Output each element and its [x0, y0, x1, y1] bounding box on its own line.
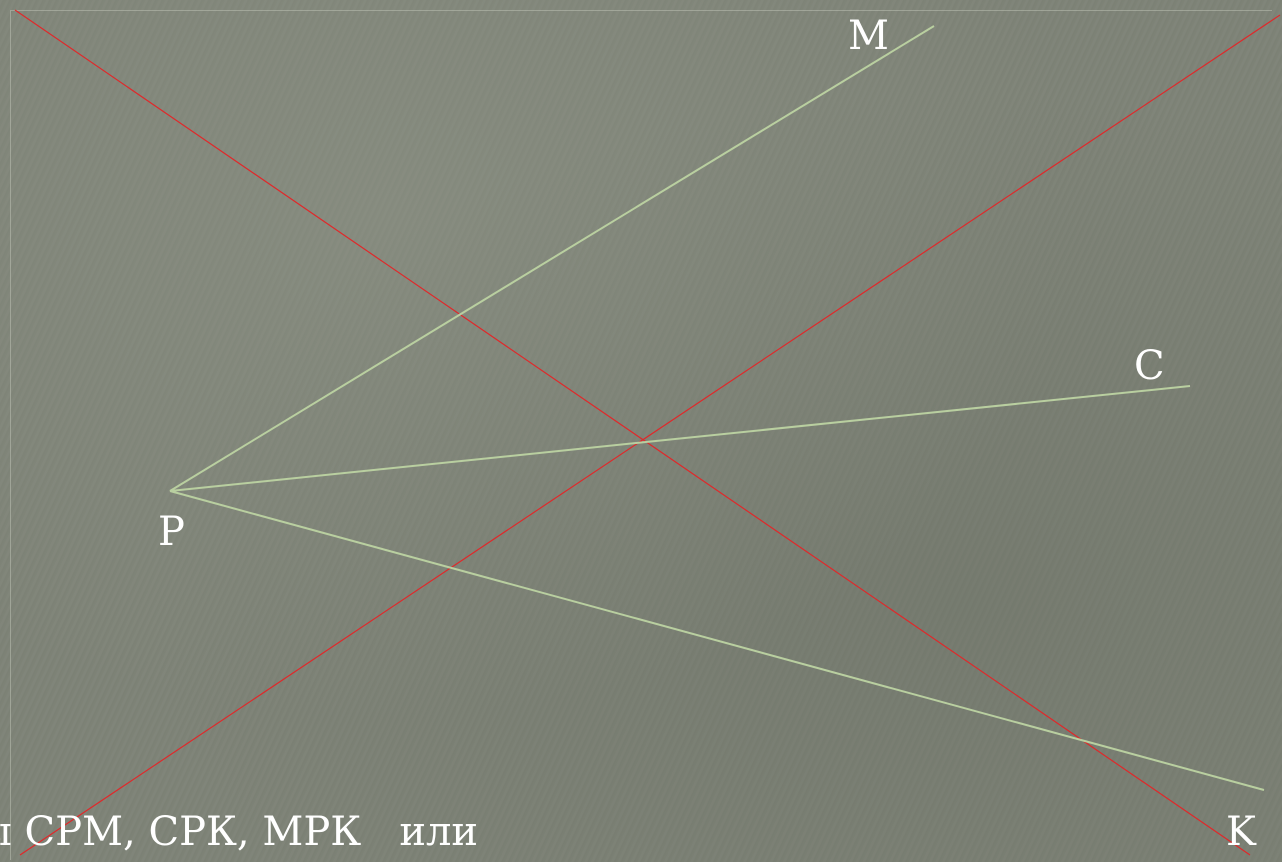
slide-frame	[10, 10, 1272, 860]
ray-pm	[169, 25, 935, 492]
cross-line-descending	[14, 9, 1251, 856]
ray-pk	[169, 490, 1265, 791]
ray-pc	[169, 385, 1191, 492]
point-label-c: C	[1134, 343, 1165, 389]
cross-line-ascending	[19, 14, 1281, 856]
point-label-m: M	[848, 13, 889, 59]
point-label-p: P	[158, 509, 185, 555]
point-label-k: K	[1226, 809, 1256, 855]
angle-caption: ы СРМ, СРК, МРК или	[0, 809, 479, 855]
